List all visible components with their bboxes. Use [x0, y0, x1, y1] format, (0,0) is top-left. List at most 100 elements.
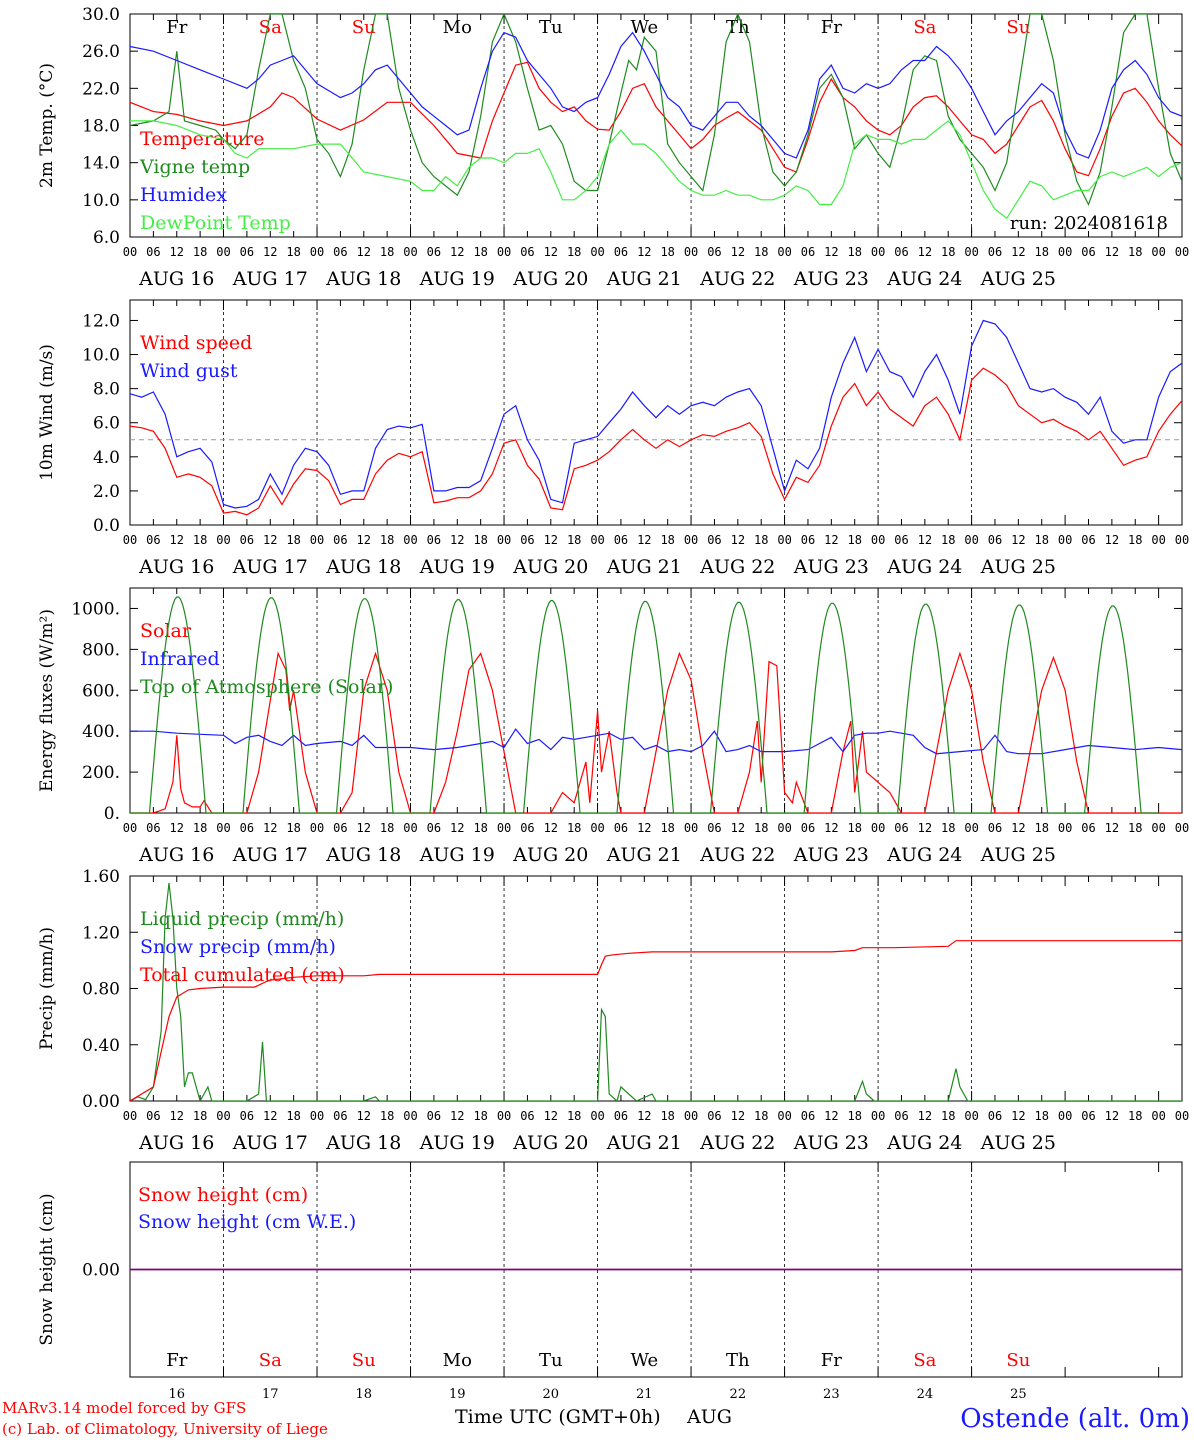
x-hour-label: 06	[988, 245, 1002, 259]
legend-entry: Infrared	[140, 648, 220, 670]
x-date-label: AUG 17	[232, 1132, 308, 1154]
x-hour-label: 18	[754, 1109, 768, 1123]
x-hour-label: 00	[1058, 245, 1072, 259]
x-hour-label: 12	[731, 821, 745, 835]
x-date-label: AUG 20	[512, 268, 588, 290]
x-hour-label: 12	[1105, 245, 1119, 259]
x-hour-label: 06	[801, 821, 815, 835]
x-hour-label: 00	[1058, 1109, 1072, 1123]
x-hour-label: 12	[918, 245, 932, 259]
y-axis-label: Precip (mm/h)	[37, 927, 57, 1050]
x-hour-label: 12	[357, 533, 371, 547]
x-hour-label: 18	[941, 821, 955, 835]
legend-entry: DewPoint Temp	[140, 212, 291, 234]
x-hour-label: 00	[871, 821, 885, 835]
x-hour-label: 18	[660, 821, 674, 835]
x-hour-label: 00	[964, 1109, 978, 1123]
x-hour-label: 18	[473, 533, 487, 547]
x-hour-label: 00	[216, 821, 230, 835]
day-name-label: Su	[352, 1350, 376, 1371]
y-tick-label: 200.	[82, 763, 120, 783]
legend-entry: Vigne temp	[139, 156, 250, 178]
x-hour-label: 12	[637, 1109, 651, 1123]
x-hour-label: 18	[286, 245, 300, 259]
x-hour-label: 06	[520, 1109, 534, 1123]
y-tick-label: 0.	[104, 804, 120, 824]
x-hour-label: 00	[403, 821, 417, 835]
legend-entry: Humidex	[140, 184, 227, 206]
x-date-label: AUG 25	[980, 556, 1056, 578]
x-hour-label: 06	[333, 821, 347, 835]
x-hour-label: 00	[403, 533, 417, 547]
y-tick-label: 0.00	[82, 1261, 120, 1281]
x-hour-label: 06	[1081, 533, 1095, 547]
x-hour-label: 18	[754, 245, 768, 259]
x-hour-label: 00	[497, 533, 511, 547]
x-hour-label: 12	[170, 821, 184, 835]
y-tick-label: 0.40	[82, 1036, 120, 1056]
x-date-label: AUG 22	[699, 556, 775, 578]
x-hour-label: 12	[1011, 1109, 1025, 1123]
x-hour-label: 12	[918, 1109, 932, 1123]
x-hour-label: 00	[123, 1109, 137, 1123]
plot-frame	[129, 587, 1183, 814]
x-hour-label: 06	[614, 533, 628, 547]
x-date-label: AUG 19	[419, 556, 495, 578]
y-tick-label: 6.0	[93, 414, 120, 434]
x-hour-label: 06	[894, 821, 908, 835]
series-line	[130, 14, 1182, 207]
panel-4: 0.00 0.40 0.80 1.20 1.60 Precip (mm/h) 00 06 12 1…	[37, 867, 1189, 1154]
x-date-label: AUG 23	[793, 844, 869, 866]
day-name-label: Fr	[166, 17, 187, 38]
x-hour-label: 12	[357, 245, 371, 259]
x-hour-label: 18	[660, 245, 674, 259]
x-hour-label: 06	[240, 533, 254, 547]
day-name-label: Mo	[443, 1350, 472, 1371]
x-hour-label: 06	[894, 1109, 908, 1123]
panel-3: 0. 200. 400. 600. 800. 1000. Energy fluxes (W/…	[37, 587, 1189, 866]
y-tick-label: 10.0	[82, 346, 120, 366]
legend-entry: Snow height (cm W.E.)	[138, 1211, 356, 1233]
x-date-label: AUG 22	[699, 844, 775, 866]
x-hour-label: 12	[1105, 1109, 1119, 1123]
x-date-label: AUG 18	[325, 268, 401, 290]
x-hour-label: 00	[123, 533, 137, 547]
series-line	[130, 882, 1182, 1101]
x-hour-label: 06	[520, 245, 534, 259]
day-name-label: We	[630, 1350, 658, 1371]
x-hour-label: 12	[1105, 533, 1119, 547]
x-hour-label: 18	[567, 245, 581, 259]
y-tick-label: 0.00	[82, 1092, 120, 1112]
x-hour-label: 18	[286, 821, 300, 835]
x-hour-label: 00	[964, 533, 978, 547]
day-name-label: Tu	[539, 17, 563, 38]
x-hour-label: 12	[450, 821, 464, 835]
x-hour-label: 06	[146, 1109, 160, 1123]
panel-1: 6.0 10.0 14.0 18.0 22.0 26.0 30.0 2m Temp. (°C)…	[37, 5, 1189, 290]
panel-2: 0.0 2.0 4.0 6.0 8.0 10.0 12.0 10m Wind (m/s) 00 0…	[37, 299, 1189, 578]
x-hour-label: 12	[637, 533, 651, 547]
day-number-label: 17	[262, 1387, 279, 1402]
x-hour-label: 00	[871, 533, 885, 547]
x-hour-label: 18	[473, 821, 487, 835]
x-hour-label: 18	[847, 245, 861, 259]
x-hour-label: 12	[450, 1109, 464, 1123]
y-tick-label: 400.	[82, 722, 120, 742]
y-tick-label: 12.0	[82, 311, 120, 331]
x-date-label: AUG 19	[419, 1132, 495, 1154]
x-hour-label: 12	[263, 533, 277, 547]
x-hour-label: 00	[590, 821, 604, 835]
day-name-label: Sa	[913, 17, 936, 38]
x-date-label: AUG 18	[325, 556, 401, 578]
legend-entry: Total cumulated (cm)	[140, 964, 345, 986]
x-hour-label: 18	[941, 533, 955, 547]
x-hour-label: 06	[427, 1109, 441, 1123]
series-line	[130, 367, 1182, 516]
x-date-label: AUG 25	[980, 1132, 1056, 1154]
x-hour-label: 00	[684, 245, 698, 259]
x-hour-label: 18	[380, 533, 394, 547]
x-hour-label: 12	[637, 245, 651, 259]
x-hour-label: 12	[918, 821, 932, 835]
x-hour-label: 00	[1151, 821, 1165, 835]
